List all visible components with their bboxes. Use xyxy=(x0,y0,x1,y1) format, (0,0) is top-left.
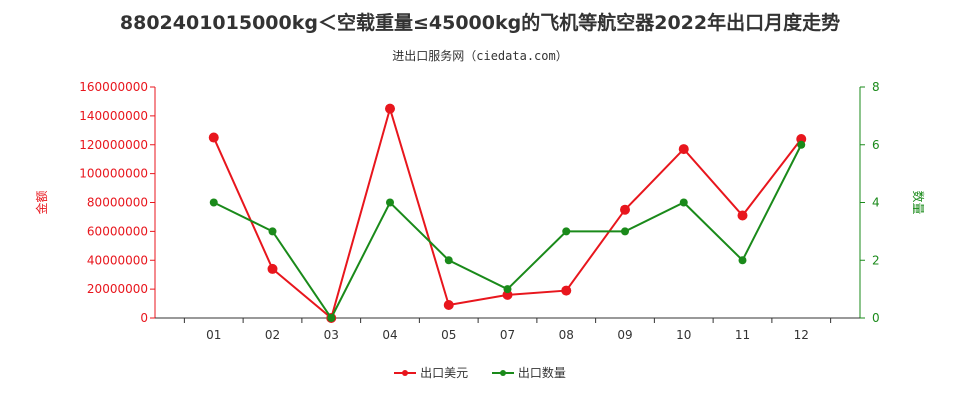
x-tick-label: 02 xyxy=(265,328,280,342)
x-tick-label: 11 xyxy=(735,328,750,342)
series-point-1 xyxy=(444,256,453,265)
series-point-0 xyxy=(502,289,513,300)
legend-swatch-export-qty xyxy=(491,368,514,378)
right-tick-label: 4 xyxy=(872,196,880,210)
legend-item-export-qty[interactable]: 出口数量 xyxy=(491,364,566,381)
right-tick-label: 8 xyxy=(872,80,880,94)
x-tick-label: 05 xyxy=(441,328,456,342)
right-axis-title: 数量 xyxy=(911,190,926,214)
legend-item-export-usd[interactable]: 出口美元 xyxy=(394,364,468,381)
series-point-0 xyxy=(267,263,278,274)
x-tick-label: 08 xyxy=(559,328,574,342)
series-point-0 xyxy=(620,204,630,215)
right-tick-label: 0 xyxy=(872,311,880,325)
series-point-0 xyxy=(443,300,454,311)
series-point-0 xyxy=(561,285,572,296)
right-tick-label: 6 xyxy=(872,138,880,152)
left-tick-label: 160000000 xyxy=(79,80,148,94)
x-tick-label: 10 xyxy=(676,328,691,342)
series-point-1 xyxy=(327,314,336,322)
legend-swatch-export-usd xyxy=(394,368,417,378)
left-tick-label: 80000000 xyxy=(87,196,148,210)
series-point-1 xyxy=(621,227,629,236)
series-point-0 xyxy=(737,210,748,221)
series-point-0 xyxy=(796,133,807,144)
right-tick-label: 2 xyxy=(872,253,880,267)
series-point-0 xyxy=(208,132,219,143)
series-point-1 xyxy=(679,198,688,207)
left-tick-label: 100000000 xyxy=(79,167,148,181)
x-tick-label: 03 xyxy=(324,328,339,342)
series-point-1 xyxy=(503,285,512,294)
series-point-1 xyxy=(209,198,218,207)
series-point-1 xyxy=(386,198,394,207)
left-axis-title: 金额 xyxy=(34,190,49,214)
series-point-0 xyxy=(678,144,689,155)
x-tick-label: 01 xyxy=(206,328,221,342)
legend: 出口美元 出口数量 xyxy=(0,364,960,381)
x-tick-label: 07 xyxy=(500,328,515,342)
series-point-1 xyxy=(562,227,571,236)
left-tick-label: 120000000 xyxy=(79,138,148,152)
series-point-1 xyxy=(268,227,277,236)
x-tick-label: 09 xyxy=(617,328,632,342)
left-tick-label: 0 xyxy=(140,311,148,325)
series-point-1 xyxy=(738,256,747,265)
left-tick-label: 40000000 xyxy=(87,253,148,267)
x-tick-label: 04 xyxy=(382,328,397,342)
legend-label-export-qty: 出口数量 xyxy=(517,366,566,380)
series-point-1 xyxy=(797,140,806,149)
chart-subtitle: 进出口服务网（ciedata.com） xyxy=(392,49,568,63)
chart-title: 8802401015000kg＜空载重量≤45000kg的飞机等航空器2022年… xyxy=(119,12,841,34)
series-point-0 xyxy=(385,103,395,114)
legend-label-export-usd: 出口美元 xyxy=(420,366,469,380)
left-tick-label: 20000000 xyxy=(87,282,148,296)
x-tick-label: 12 xyxy=(794,328,809,342)
left-tick-label: 60000000 xyxy=(87,224,148,238)
left-tick-label: 140000000 xyxy=(79,109,148,123)
